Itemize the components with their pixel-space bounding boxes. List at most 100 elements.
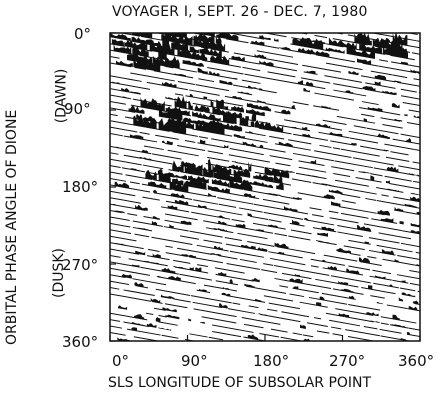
band-burst-605 [327,265,337,271]
band-line-731 [406,333,420,338]
band-burst-256 [251,111,257,122]
band-line-489 [238,207,263,213]
band-line-802 [133,336,161,341]
band-burst-557 [114,210,125,214]
band-burst-231 [216,99,224,109]
band-line-766 [302,334,314,338]
band-line-584 [310,258,345,266]
band-burst-786 [247,334,259,340]
band-burst-524 [167,205,178,210]
band-burst-57 [158,25,168,28]
band-burst-61 [279,46,291,51]
band-line-659 [215,273,254,282]
band-line-414 [168,169,180,173]
band-line-534 [288,235,311,241]
band-burst-684 [161,267,176,274]
band-burst-800 [205,342,208,344]
band-burst-560 [213,228,227,232]
band-burst-368 [231,160,236,163]
band-line-790 [208,336,224,341]
band-line-248 [384,143,415,150]
band-burst-64 [410,69,420,74]
band-burst-747 [258,313,267,316]
band-burst-700 [366,312,379,317]
band-line-38 [230,33,265,40]
band-burst-251 [174,95,187,109]
band-line-585 [348,265,371,271]
band-burst-540 [135,204,148,211]
band-line-471 [141,183,172,190]
band-line-487 [193,199,219,205]
band-line-188 [380,117,401,122]
band-burst-31 [225,25,230,27]
band-line-555 [367,256,377,259]
band-line-304 [398,165,420,171]
band-burst-89 [193,35,226,52]
band-line-658 [174,266,209,274]
band-line-23 [203,22,242,29]
x-ticks [109,335,421,341]
x-tick-270: 270° [329,352,366,370]
band-burst-147 [345,90,354,94]
band-line-351 [298,166,327,173]
band-burst-275 [250,121,255,128]
band-burst-273 [223,111,237,125]
band-line-457 [328,210,339,214]
band-line-314 [198,136,209,139]
band-burst-467 [399,221,404,225]
band-burst-563 [416,264,420,266]
band-line-211 [322,119,347,125]
band-burst-714 [221,292,231,297]
band-line-354 [389,182,420,190]
band-line-703 [132,278,167,286]
band-burst-775 [165,314,180,320]
band-line-138 [297,83,326,90]
band-burst-162 [303,88,310,93]
band-line-400 [365,197,377,201]
band-burst-2 [395,27,407,33]
band-line-167 [198,78,215,83]
x-axis-label: SLS LONGITUDE OF SUBSOLAR POINT [108,375,372,391]
band-burst-160 [209,71,220,77]
band-burst-670 [251,277,260,283]
band-burst-591 [278,251,285,255]
band-line-165 [134,66,147,70]
band-line-752 [193,308,201,311]
band-burst-589 [241,244,256,250]
band-line-556 [382,258,420,267]
band-burst-93 [393,80,401,83]
band-burst-292 [158,106,183,121]
band-burst-561 [336,248,351,254]
band-burst-276 [254,120,284,133]
band-line-268 [360,145,388,152]
band-burst-799 [131,327,137,331]
band-line-3 [320,24,349,29]
band-line-616 [293,268,330,276]
band-burst-528 [364,241,369,244]
band-burst-447 [377,209,390,216]
band-line-419 [393,209,420,216]
band-line-586 [372,269,392,275]
band-burst-307 [167,116,194,130]
band-burst-715 [255,298,262,302]
band-line-619 [399,287,416,292]
y-tick-0: 0° [74,25,92,43]
band-line-742 [330,326,342,330]
band-line-611 [177,247,213,255]
band-line-85 [360,75,396,83]
band-line-349 [228,154,270,163]
y-ticks [110,32,116,342]
band-burst-792 [146,323,157,328]
band-line-566 [163,226,189,232]
band-line-180 [130,72,141,76]
band-line-571 [323,254,358,262]
band-burst-785 [155,317,161,323]
band-line-286 [319,144,332,148]
band-burst-158 [152,55,180,69]
band-burst-510 [174,199,189,206]
band-line-613 [239,258,257,263]
band-line-283 [245,131,266,137]
band-line-289 [385,156,410,162]
band-line-503 [250,215,269,221]
band-line-794 [110,325,123,329]
